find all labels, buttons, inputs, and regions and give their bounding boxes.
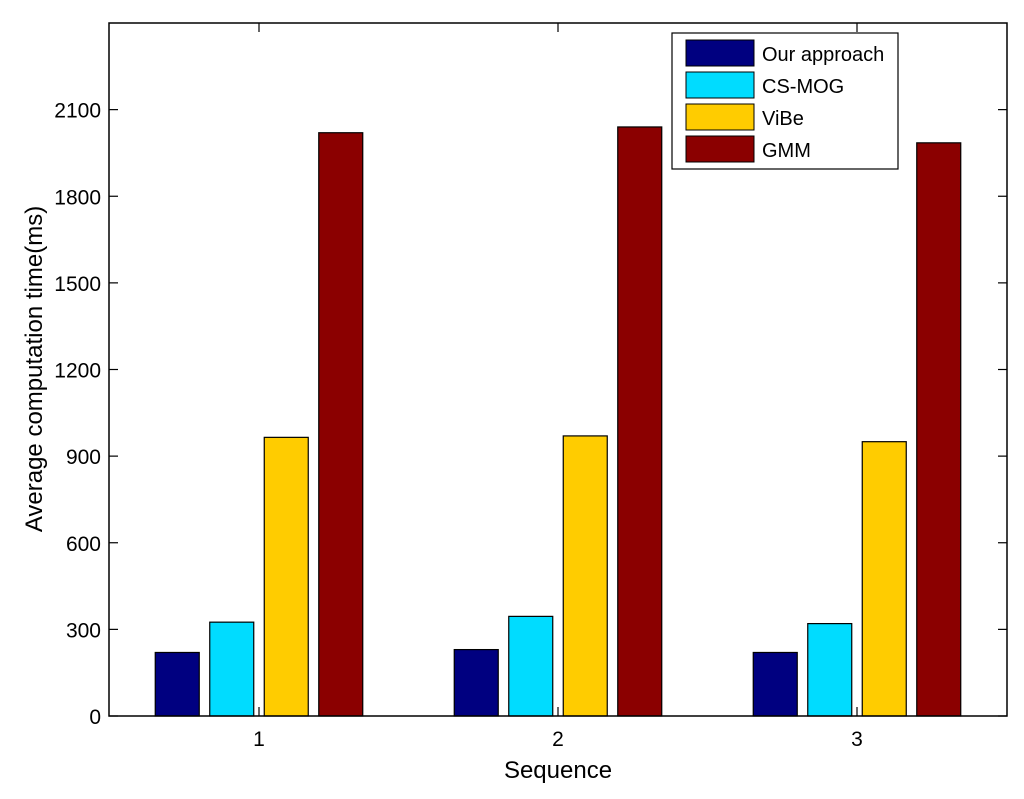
bar-gmm-seq-2	[617, 126, 663, 717]
x-tick-label: 2	[552, 728, 564, 751]
bars-group	[154, 126, 962, 717]
y-tick-label: 1500	[54, 273, 101, 296]
y-tick-label: 1800	[54, 186, 101, 209]
legend-swatch	[685, 103, 755, 131]
y-tick-label: 1200	[54, 360, 101, 383]
bar-gmm-seq-1	[318, 132, 364, 717]
bar-cs-mog-seq-1	[209, 621, 255, 717]
y-tick-label: 2100	[54, 100, 101, 123]
bar-gmm-seq-3	[916, 142, 962, 717]
bar-cs-mog-seq-3	[807, 622, 853, 717]
legend-label: GMM	[762, 140, 811, 162]
y-tick-label: 0	[89, 706, 101, 729]
y-axis: 0 300 600 900 1200 1500 1800 2100	[54, 100, 1007, 729]
bar-vibe-seq-1	[263, 436, 309, 717]
bar-our-approach-seq-3	[752, 651, 798, 717]
x-tick-label: 3	[851, 728, 863, 751]
legend-label: ViBe	[762, 108, 804, 130]
legend-swatch	[685, 39, 755, 67]
bar-our-approach-seq-2	[453, 648, 499, 717]
bar-our-approach-seq-1	[154, 651, 200, 717]
y-tick-label: 600	[66, 533, 101, 556]
bar-vibe-seq-3	[861, 441, 907, 717]
y-axis-label: Average computation time(ms)	[21, 206, 48, 532]
bar-cs-mog-seq-2	[508, 615, 554, 717]
legend: Our approach CS-MOG ViBe GMM	[671, 32, 899, 170]
legend-label: CS-MOG	[762, 76, 844, 98]
bar-vibe-seq-2	[562, 435, 608, 717]
legend-swatch	[685, 135, 755, 163]
y-tick-label: 300	[66, 619, 101, 642]
x-tick-label: 1	[253, 728, 265, 751]
legend-label: Our approach	[762, 44, 884, 66]
legend-swatch	[685, 71, 755, 99]
x-axis-label: Sequence	[504, 757, 612, 784]
x-axis: 1 2 3	[253, 23, 863, 751]
y-tick-label: 900	[66, 446, 101, 469]
